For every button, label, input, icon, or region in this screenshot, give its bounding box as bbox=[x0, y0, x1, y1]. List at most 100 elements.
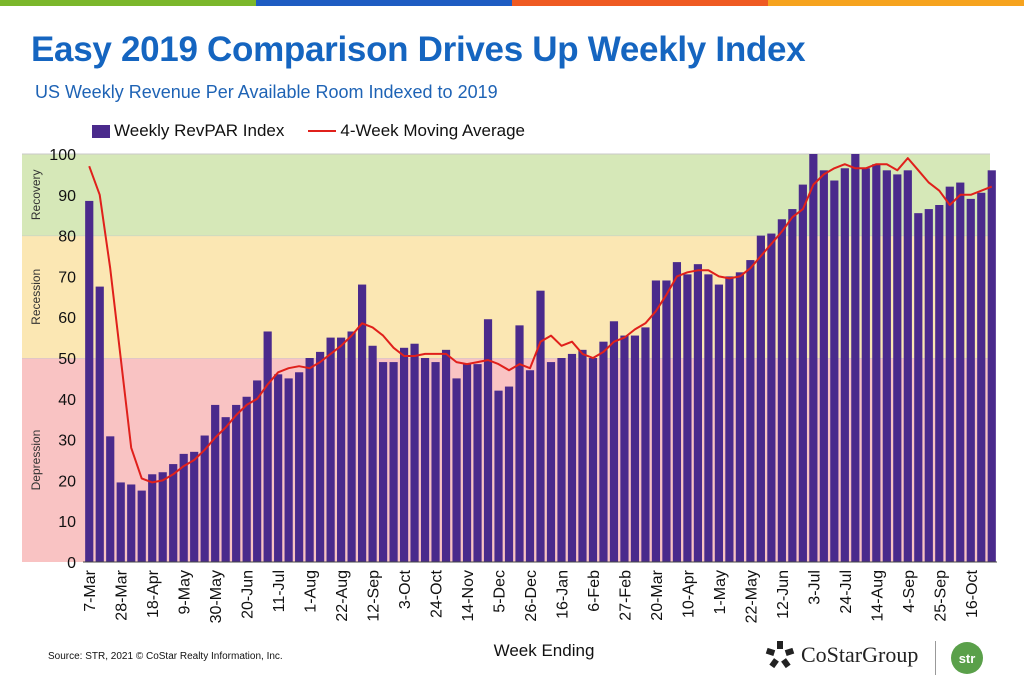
chart-legend: Weekly RevPAR Index 4-Week Moving Averag… bbox=[92, 121, 525, 141]
y-tick-label: 80 bbox=[58, 229, 76, 246]
bar-6-Jun bbox=[221, 417, 230, 562]
bar-2-Oct bbox=[945, 186, 954, 562]
bar-12-Dec bbox=[504, 386, 514, 562]
y-tick-label: 10 bbox=[58, 514, 76, 531]
bar-6-Feb bbox=[588, 358, 598, 562]
bar-13-Mar bbox=[641, 327, 650, 562]
bar-17-Jul bbox=[830, 180, 839, 562]
bar-24-Apr bbox=[704, 274, 713, 562]
y-tick-label: 40 bbox=[58, 392, 76, 409]
bar-27-Mar bbox=[662, 280, 671, 562]
bar-10-Jul bbox=[819, 170, 828, 562]
bar-29-Aug bbox=[347, 331, 356, 562]
bar-7-Aug bbox=[861, 168, 870, 562]
bar-29-May bbox=[756, 235, 765, 562]
str-logo: str bbox=[951, 642, 983, 674]
moving-average-line bbox=[88, 157, 993, 484]
x-tick-label: 24-Oct bbox=[429, 569, 446, 618]
bar-19-Dec bbox=[515, 325, 524, 562]
bar-22-May bbox=[746, 260, 755, 562]
moving-average-layer bbox=[88, 157, 993, 484]
bar-12-Sep bbox=[368, 345, 377, 562]
x-tick-label: 18-Apr bbox=[145, 569, 162, 618]
x-tick-label: 12-Sep bbox=[366, 570, 383, 622]
top-bar-orange bbox=[512, 0, 768, 6]
bar-9-May bbox=[179, 453, 188, 562]
top-color-bar bbox=[0, 0, 1024, 6]
bar-28-Nov bbox=[483, 319, 493, 562]
bar-15-Aug bbox=[326, 337, 335, 562]
source-note: Source: STR, 2021 © CoStar Realty Inform… bbox=[48, 651, 283, 662]
band-label-recession: Recession bbox=[29, 269, 43, 325]
bar-31-Oct bbox=[441, 349, 451, 562]
x-tick-label: 16-Jan bbox=[554, 570, 571, 619]
bar-28-Mar bbox=[116, 482, 125, 562]
x-tick-label: 16-Oct bbox=[964, 569, 981, 618]
y-tick-label: 70 bbox=[58, 269, 76, 286]
y-tick-label: 100 bbox=[49, 147, 76, 164]
y-tick-label: 50 bbox=[58, 351, 76, 368]
bar-26-Jun bbox=[798, 184, 807, 562]
y-tick-label: 0 bbox=[67, 555, 76, 572]
bar-2-Jan bbox=[536, 290, 545, 562]
bar-30-May bbox=[211, 404, 220, 562]
bar-6-Mar bbox=[630, 335, 640, 562]
bar-8-May bbox=[725, 276, 734, 562]
bar-11-Apr bbox=[137, 490, 146, 562]
bar-25-Jul bbox=[295, 372, 304, 562]
bar-30-Oct bbox=[987, 170, 996, 562]
bar-9-Jan bbox=[546, 362, 556, 562]
bar-18-Jul bbox=[284, 378, 293, 562]
x-tick-label: 9-May bbox=[177, 570, 194, 614]
y-tick-label: 90 bbox=[58, 188, 76, 205]
top-bar-blue bbox=[256, 0, 512, 6]
bar-3-Apr bbox=[672, 262, 682, 562]
bar-21-Mar bbox=[106, 436, 115, 562]
bar-3-Jul bbox=[809, 154, 818, 562]
bar-21-Aug bbox=[882, 170, 891, 562]
bar-26-Dec bbox=[525, 370, 535, 562]
bar-20-Feb bbox=[609, 321, 619, 562]
bar-23-Jan bbox=[567, 353, 577, 562]
bar-19-Jun bbox=[788, 209, 797, 562]
x-tick-label: 12-Jun bbox=[775, 570, 792, 619]
bar-22-Aug bbox=[337, 337, 346, 562]
bar-16-Oct bbox=[966, 198, 975, 562]
y-tick-label: 60 bbox=[58, 310, 76, 327]
x-axis-label: Week Ending bbox=[494, 641, 595, 660]
x-tick-label: 1-May bbox=[712, 570, 729, 614]
bar-11-Jul bbox=[274, 374, 283, 562]
bar-14-Nov bbox=[462, 364, 472, 562]
x-tick-label: 3-Oct bbox=[397, 569, 414, 609]
logo-divider bbox=[935, 641, 936, 675]
bar-24-Oct bbox=[431, 362, 440, 562]
band-recession bbox=[22, 235, 990, 358]
bar-17-Oct bbox=[420, 358, 430, 562]
legend-bar-label: Weekly RevPAR Index bbox=[114, 121, 285, 140]
bar-17-Apr bbox=[693, 264, 703, 562]
x-tick-label: 25-Sep bbox=[932, 570, 949, 622]
x-tick-label: 3-Jul bbox=[806, 570, 823, 605]
bar-4-Jul bbox=[263, 331, 272, 562]
costar-mark-icon bbox=[765, 641, 795, 669]
bar-2-May bbox=[169, 464, 178, 562]
x-tick-label: 26-Dec bbox=[523, 570, 540, 622]
bar-25-Apr bbox=[158, 472, 167, 562]
bar-7-Nov bbox=[452, 378, 461, 562]
bar-5-Jun bbox=[767, 233, 776, 562]
costar-logo: CoStarGroup bbox=[765, 640, 918, 670]
bar-layer bbox=[85, 154, 996, 563]
bar-10-Apr bbox=[683, 274, 692, 562]
bar-13-Jun bbox=[232, 404, 241, 562]
x-tick-label: 1-Aug bbox=[303, 570, 320, 613]
page-title: Easy 2019 Comparison Drives Up Weekly In… bbox=[31, 30, 806, 69]
bar-19-Sep bbox=[378, 362, 388, 562]
page-subtitle: US Weekly Revenue Per Available Room Ind… bbox=[35, 82, 498, 102]
bar-20-Jun bbox=[242, 396, 251, 562]
bar-20-Mar bbox=[651, 280, 661, 562]
x-tick-label: 6-Feb bbox=[586, 570, 603, 612]
y-tick-label: 30 bbox=[58, 433, 76, 450]
bar-7-Mar bbox=[85, 200, 94, 563]
bar-27-Feb bbox=[620, 335, 629, 562]
bar-18-Apr bbox=[148, 474, 157, 562]
